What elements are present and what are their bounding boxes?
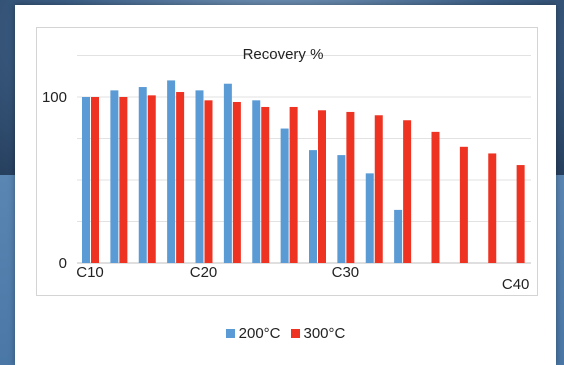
- legend-label: 200°C: [238, 325, 281, 342]
- bar-200c-c14: [195, 90, 204, 263]
- recovery-bar-chart: Recovery % 0 100 C10 C20 C30 C40: [42, 46, 531, 293]
- bar-300c-c25: [516, 165, 525, 263]
- bar-300c-c11: [119, 97, 128, 263]
- bar-200c-c20: [365, 173, 374, 263]
- legend-label: 300°C: [303, 325, 346, 342]
- bar-200c-c13: [167, 80, 176, 264]
- bar-300c-c20: [374, 115, 383, 263]
- bar-200c-c12: [138, 87, 147, 263]
- bar-200c-c18: [309, 150, 317, 263]
- legend-swatch: [225, 329, 235, 338]
- x-tick-label: C30: [332, 264, 360, 281]
- bar-200c-c11: [110, 90, 119, 263]
- bar-300c-c21: [403, 120, 412, 264]
- x-tick-label: C10: [76, 264, 104, 281]
- bar-300c-c12: [147, 95, 156, 263]
- y-tick-label: 0: [59, 255, 67, 272]
- bar-300c-c24: [488, 153, 497, 263]
- bar-200c-c21: [394, 209, 403, 263]
- legend-item: 200°C: [225, 325, 281, 342]
- bar-300c-c15: [232, 101, 241, 263]
- chart-legend: 200°C 300°C: [15, 325, 556, 342]
- bar-300c-c17: [289, 106, 298, 264]
- bar-200c-c16: [252, 100, 261, 263]
- bar-300c-c23: [459, 146, 468, 263]
- bar-300c-c18: [318, 110, 326, 263]
- chart-title: Recovery %: [243, 46, 324, 63]
- bar-200c-c19: [337, 155, 346, 263]
- legend-item: 300°C: [290, 325, 346, 342]
- bar-300c-c14: [204, 100, 213, 263]
- bar-200c-c15: [223, 83, 232, 263]
- bar-200c-c10: [82, 97, 90, 263]
- bar-300c-c10: [91, 97, 99, 263]
- y-tick-label: 100: [42, 89, 67, 106]
- bar-200c-c17: [280, 128, 289, 263]
- bar-300c-c13: [176, 92, 185, 264]
- x-tick-label: C20: [190, 264, 218, 281]
- bar-300c-c22: [431, 131, 440, 263]
- chart-card: Recovery % 0 100 C10 C20 C30 C40 200°C 300°C: [15, 5, 556, 365]
- legend-swatch: [290, 329, 300, 338]
- bar-300c-c16: [261, 106, 270, 264]
- bar-300c-c19: [346, 111, 355, 263]
- x-tick-label: C40: [502, 276, 530, 293]
